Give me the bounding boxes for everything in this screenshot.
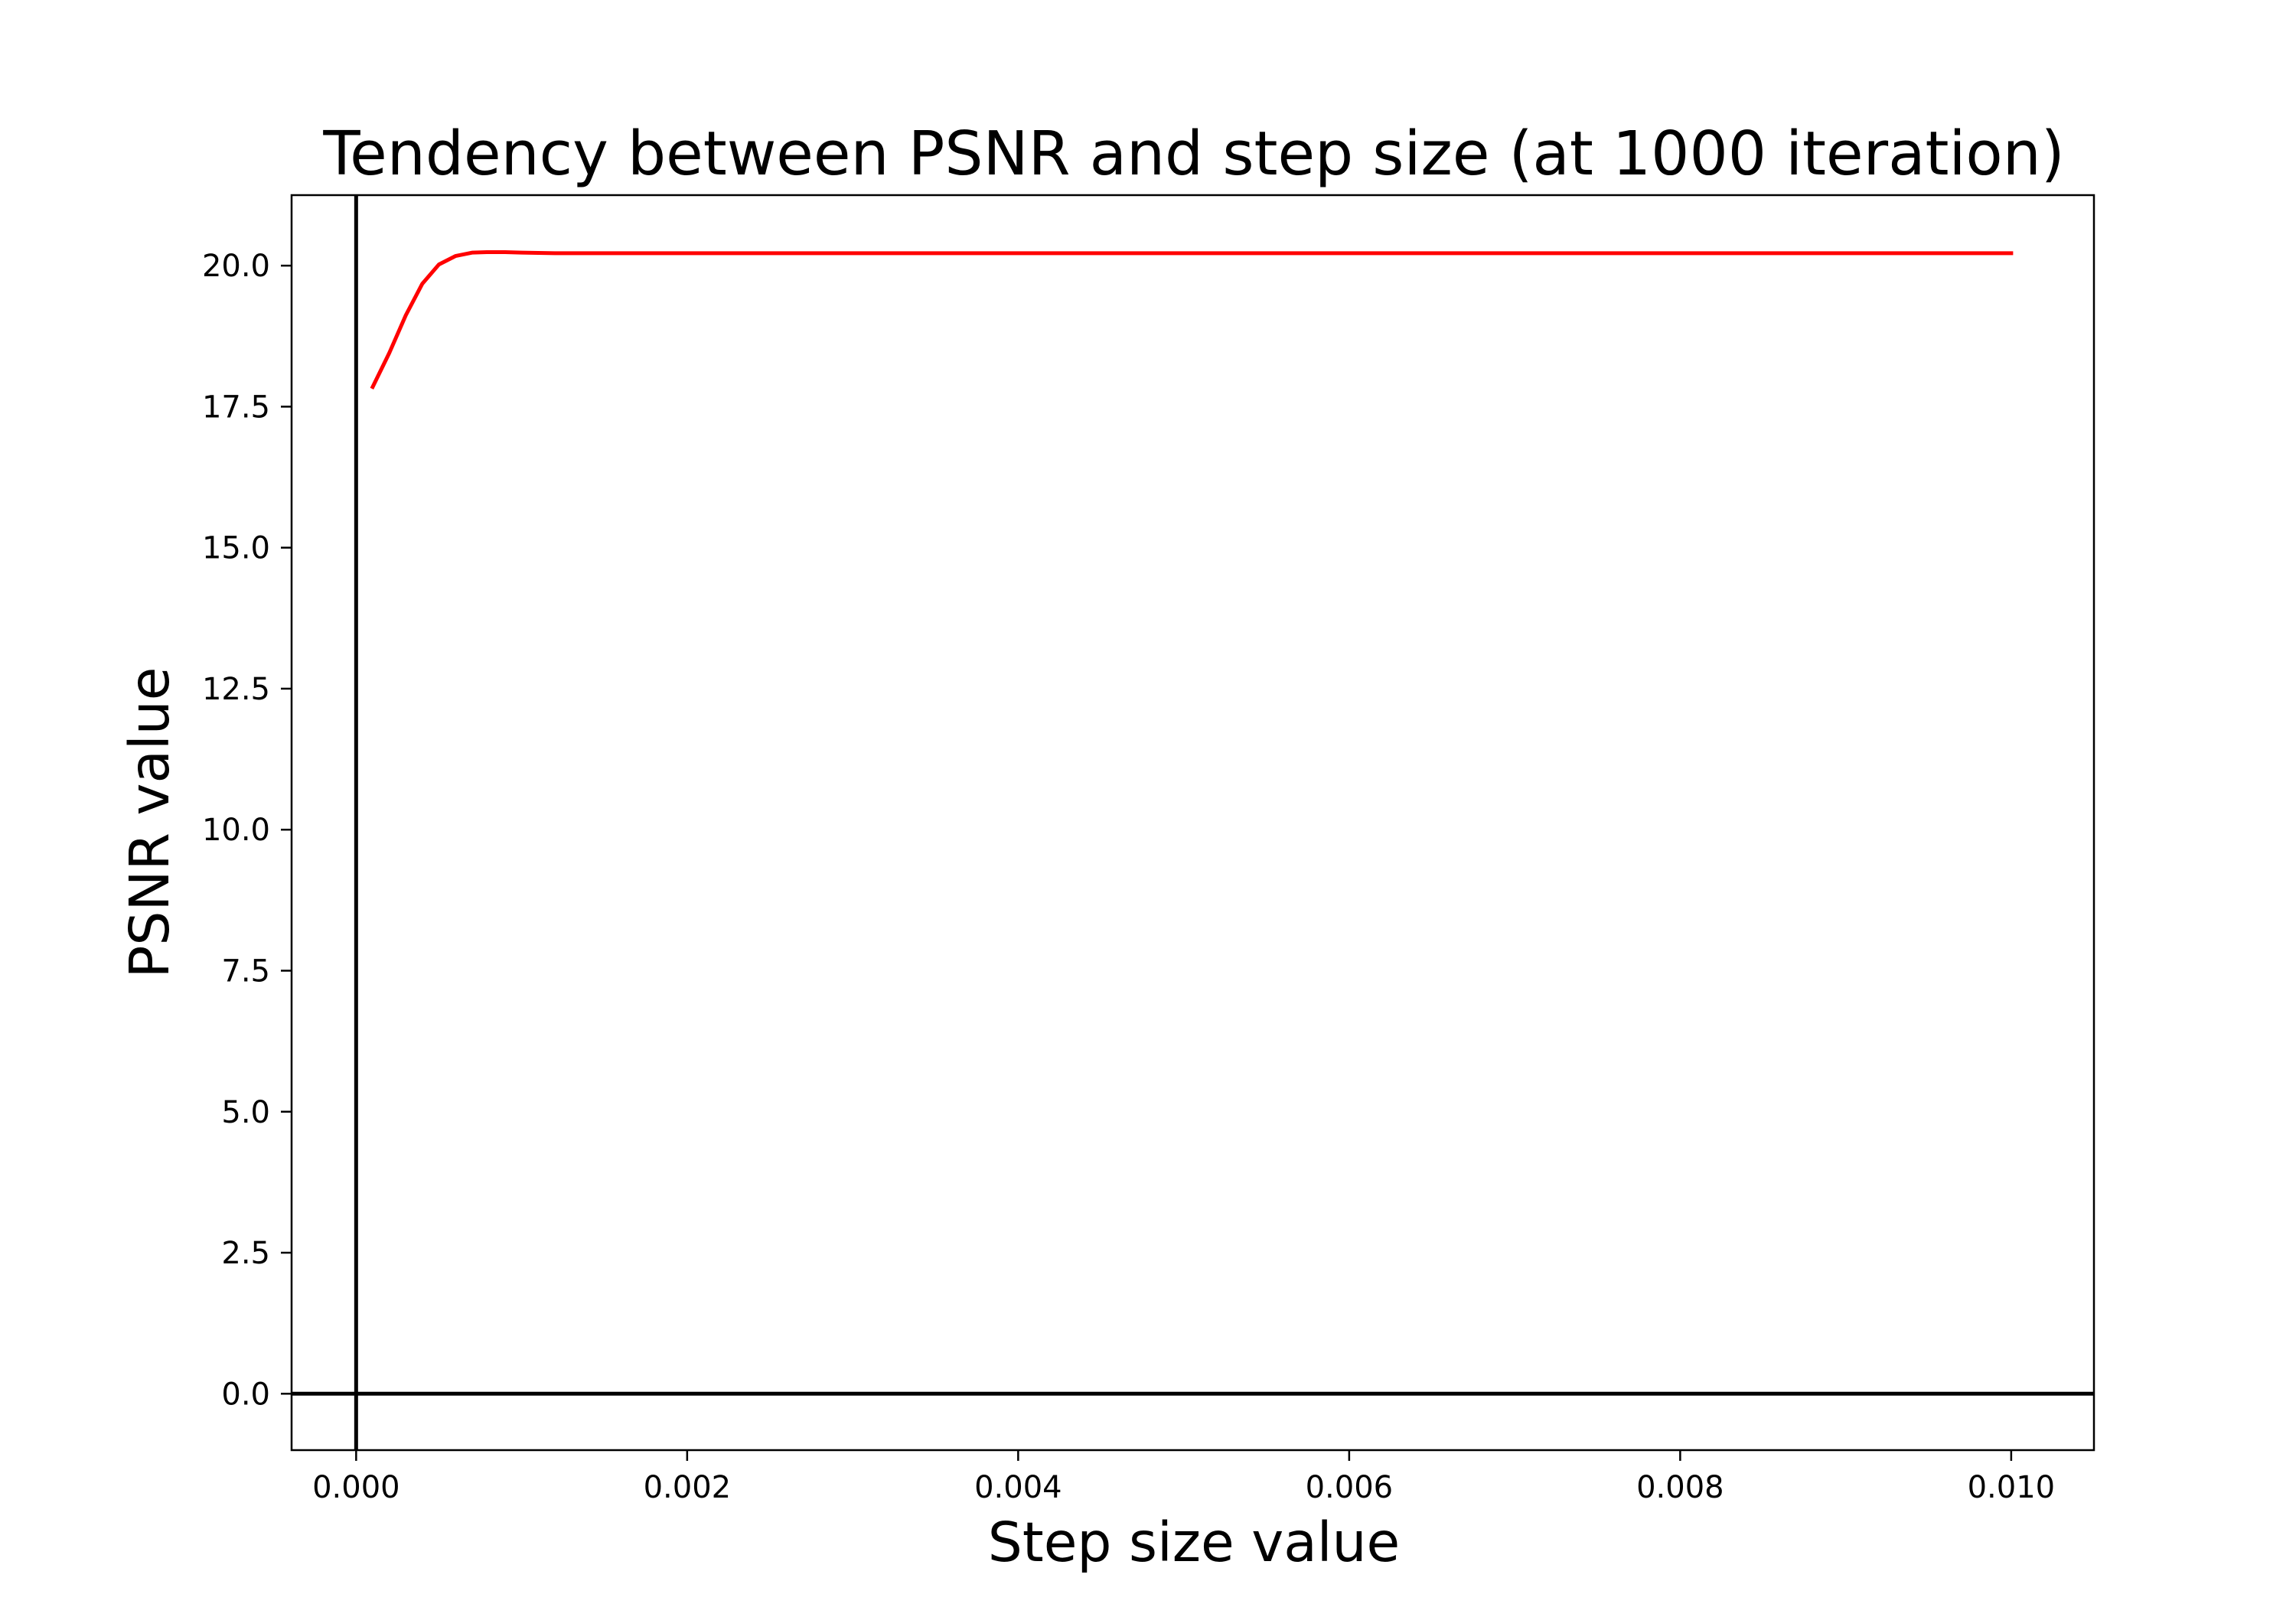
x-tick-label: 0.008 — [1636, 1470, 1724, 1505]
y-tick-label: 20.0 — [202, 249, 270, 284]
x-tick-label: 0.002 — [644, 1470, 732, 1505]
y-tick-label: 0.0 — [221, 1377, 270, 1412]
y-tick-label: 17.5 — [202, 390, 270, 425]
x-tick-label: 0.010 — [1968, 1470, 2056, 1505]
y-tick-label: 10.0 — [202, 813, 270, 848]
y-tick-label: 15.0 — [202, 531, 270, 566]
x-tick-label: 0.004 — [974, 1470, 1062, 1505]
plot-area — [290, 194, 2095, 1452]
x-tick-label: 0.006 — [1306, 1470, 1394, 1505]
x-axis-label: Step size value — [988, 1511, 1400, 1574]
plot-frame — [290, 194, 2095, 1452]
series-line-0 — [370, 249, 2014, 390]
chart-title: Tendency between PSNR and step size (at … — [322, 119, 2064, 189]
y-axis-ticks: 0.0 2.5 5.0 7.5 10.0 12.5 15.0 17.5 20.0 — [202, 249, 292, 1412]
x-axis-ticks: 0.000 0.002 0.004 0.006 0.008 0.010 — [312, 1450, 2055, 1505]
y-tick-label: 2.5 — [221, 1236, 270, 1271]
y-axis-label: PSNR value — [118, 667, 181, 979]
y-tick-label: 12.5 — [202, 672, 270, 707]
y-tick-label: 5.0 — [221, 1095, 270, 1130]
y-tick-label: 7.5 — [221, 953, 270, 989]
x-tick-label: 0.000 — [312, 1470, 400, 1505]
